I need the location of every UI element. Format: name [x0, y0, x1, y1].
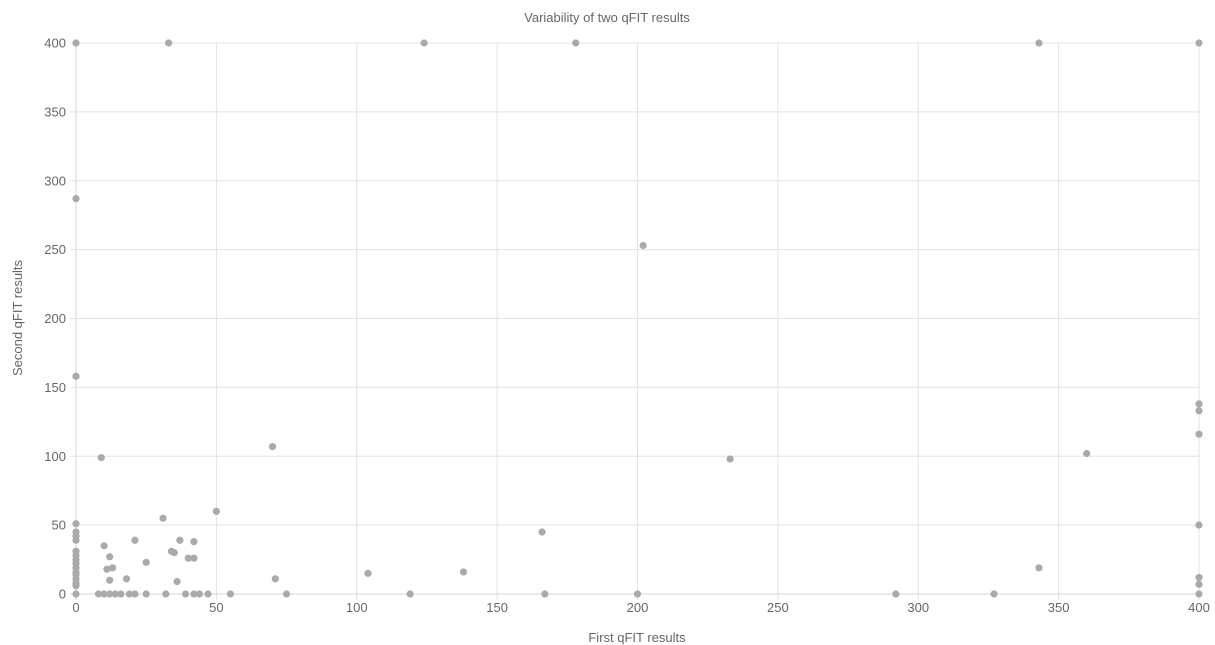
data-point: [1083, 449, 1091, 458]
data-point: [892, 590, 900, 598]
data-point: [190, 538, 198, 546]
data-point: [117, 590, 125, 598]
data-point: [125, 590, 133, 598]
data-point: [106, 553, 114, 561]
data-point: [538, 528, 546, 536]
y-tick-label: 400: [44, 36, 66, 51]
data-point: [271, 575, 279, 583]
data-point: [212, 507, 220, 515]
data-point: [459, 568, 468, 576]
data-point: [226, 590, 235, 598]
y-tick-label: 300: [44, 173, 66, 188]
data-point: [268, 443, 277, 451]
data-point: [633, 590, 642, 598]
y-tick-label: 250: [44, 242, 66, 257]
data-point: [1195, 521, 1203, 529]
data-point: [94, 590, 103, 598]
data-point: [1195, 407, 1203, 415]
x-tick-label: 150: [486, 600, 508, 615]
data-point: [159, 514, 167, 522]
data-point: [100, 542, 108, 550]
data-point: [142, 558, 150, 566]
data-point: [176, 536, 184, 544]
x-tick-label: 350: [1048, 600, 1070, 615]
data-point: [72, 582, 80, 590]
data-point: [1195, 590, 1203, 598]
x-tick-label: 300: [907, 600, 929, 615]
data-point: [1035, 39, 1043, 47]
data-point: [170, 549, 178, 557]
data-point: [406, 590, 414, 598]
data-point: [100, 590, 108, 598]
data-point: [181, 590, 190, 598]
data-points: [72, 39, 1203, 598]
data-point: [195, 590, 204, 598]
tick-labels: 0 50 100 150 200 250 300 350 400 0 50 100 150 200 250 3…: [44, 36, 1210, 616]
data-point: [122, 575, 131, 583]
data-point: [106, 576, 114, 584]
x-tick-label: 100: [346, 600, 368, 615]
data-point: [282, 590, 291, 598]
data-point: [1195, 430, 1203, 438]
y-axis-title: Second qFIT results: [10, 259, 25, 376]
x-tick-label: 400: [1188, 600, 1210, 615]
data-point: [173, 578, 181, 586]
x-axis-title: First qFIT results: [588, 630, 686, 645]
y-tick-label: 350: [44, 104, 66, 119]
data-point: [108, 564, 117, 572]
data-point: [726, 455, 734, 463]
data-point: [106, 590, 114, 598]
data-point: [142, 590, 150, 598]
data-point: [190, 590, 198, 598]
y-tick-label: 150: [44, 380, 66, 395]
data-point: [72, 590, 80, 598]
data-point: [639, 241, 647, 250]
data-point: [165, 39, 173, 47]
y-tick-label: 200: [44, 311, 66, 326]
data-point: [1195, 39, 1203, 47]
data-point: [1195, 573, 1203, 582]
data-point: [184, 554, 192, 562]
y-tick-label: 50: [52, 518, 66, 533]
data-point: [72, 520, 80, 528]
data-point: [72, 372, 80, 380]
y-tick-label: 0: [59, 587, 66, 602]
data-point: [190, 554, 198, 562]
data-point: [72, 536, 80, 544]
data-point: [990, 590, 998, 598]
data-point: [103, 565, 111, 573]
x-tick-label: 250: [767, 600, 789, 615]
data-point: [204, 590, 212, 598]
x-tick-label: 200: [627, 600, 649, 615]
data-point: [162, 590, 170, 598]
data-point: [1035, 564, 1043, 572]
y-tick-label: 100: [44, 449, 66, 464]
chart-title: Variability of two qFIT results: [524, 10, 690, 25]
data-point: [72, 195, 80, 203]
data-point: [1195, 580, 1203, 588]
data-point: [420, 39, 428, 47]
data-point: [111, 590, 119, 598]
data-point: [131, 590, 139, 598]
x-tick-label: 0: [72, 600, 79, 615]
data-point: [1195, 400, 1203, 408]
data-point: [364, 569, 372, 577]
x-tick-label: 50: [209, 600, 223, 615]
data-point: [72, 39, 80, 47]
data-point: [572, 39, 580, 47]
data-point: [97, 454, 105, 462]
data-point: [131, 536, 139, 544]
grid: [70, 42, 1200, 600]
data-point: [541, 590, 549, 598]
